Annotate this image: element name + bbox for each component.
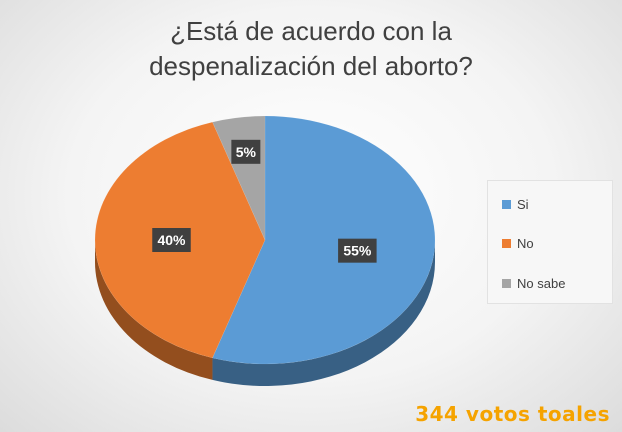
chart-title-line-1: ¿Está de acuerdo con la (170, 16, 452, 46)
data-label-box-no-sabe (231, 139, 261, 164)
legend-label-si: Si (517, 196, 529, 212)
legend: Si No No sabe (487, 180, 613, 304)
chart-title-line-2: despenalización del aborto? (149, 51, 473, 81)
data-label-box-si (338, 238, 377, 263)
legend-swatch-no-sabe (502, 278, 511, 288)
data-label-si: 55% (343, 243, 372, 259)
pie-side-si (212, 240, 435, 386)
data-label-no-sabe: 5% (236, 144, 257, 160)
total-votes-caption: 344 votos toales (415, 402, 610, 426)
pie-data-labels: 55% 40% 5% (152, 139, 377, 263)
pie-side-no (95, 240, 213, 380)
data-label-box-no (152, 228, 191, 252)
pie-slices (94, 115, 436, 365)
legend-item-no: No (502, 234, 534, 252)
pie-side-walls (95, 240, 435, 386)
legend-item-si: Si (502, 195, 529, 213)
legend-item-no-sabe: No sabe (502, 274, 565, 292)
legend-swatch-no (502, 238, 511, 248)
data-label-no: 40% (157, 232, 186, 248)
legend-swatch-si (502, 199, 511, 209)
pie-slice-si (212, 115, 436, 365)
legend-label-no: No (517, 235, 534, 251)
chart-title: ¿Está de acuerdo con la despenalización … (0, 14, 622, 84)
legend-label-no-sabe: No sabe (517, 275, 566, 291)
